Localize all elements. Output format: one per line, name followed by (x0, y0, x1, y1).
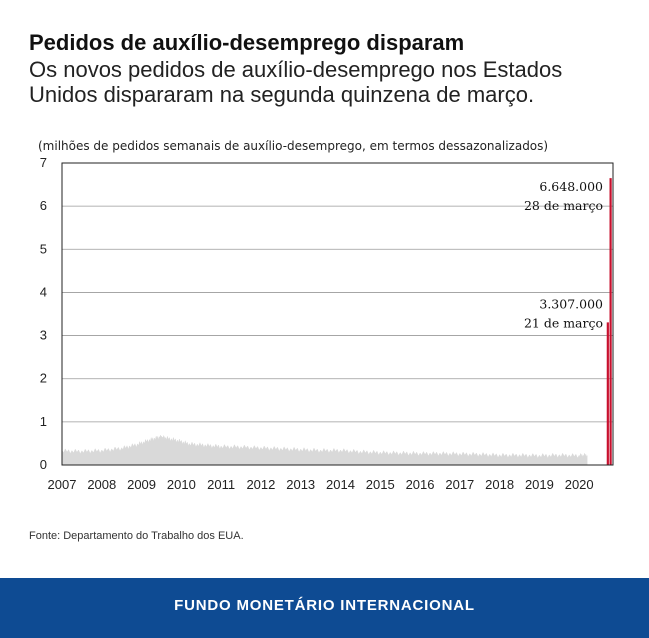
chart-subtitle: Os novos pedidos de auxílio-desemprego n… (29, 57, 563, 107)
claims-area (61, 435, 588, 466)
x-tick-label: 2016 (406, 477, 435, 492)
x-tick-label: 2015 (366, 477, 395, 492)
x-tick-label: 2013 (286, 477, 315, 492)
y-tick-label: 0 (40, 457, 47, 472)
y-tick-label: 2 (40, 371, 47, 386)
x-tick-label: 2018 (485, 477, 514, 492)
x-tick-label: 2011 (207, 477, 235, 492)
x-tick-label: 2010 (167, 477, 196, 492)
x-tick-label: 2014 (326, 477, 355, 492)
plot-frame (61, 162, 614, 466)
x-tick-label: 2008 (87, 477, 116, 492)
y-tick-label: 5 (40, 241, 47, 256)
x-tick-label: 2009 (127, 477, 156, 492)
x-tick-label: 2017 (445, 477, 474, 492)
x-tick-label: 2020 (565, 477, 594, 492)
y-tick-label: 1 (40, 414, 47, 429)
chart-title: Pedidos de auxílio-desemprego disparam (29, 30, 465, 55)
y-tick-label: 7 (40, 155, 47, 170)
footer-label: FUNDO MONETÁRIO INTERNACIONAL (174, 597, 475, 614)
y-axis-label: (milhões de pedidos semanais de auxílio-… (38, 139, 549, 153)
annotation-date: 21 de março (524, 315, 603, 330)
annotation-value: 3.307.000 (539, 296, 603, 311)
footer-bar: FUNDO MONETÁRIO INTERNACIONAL (0, 578, 649, 638)
y-tick-label: 6 (40, 198, 47, 213)
source-note: Fonte: Departamento do Trabalho dos EUA. (29, 530, 244, 542)
claims-chart: 0 1 2 3 4 5 6 7 2007 2008 2009 2010 2011 2012 2013 2014… (40, 155, 614, 492)
x-tick-label: 2007 (48, 477, 77, 492)
annotation-date: 28 de março (524, 198, 603, 213)
annotation-value: 6.648.000 (539, 179, 603, 194)
y-tick-label: 4 (40, 284, 47, 299)
y-tick-label: 3 (40, 328, 47, 343)
x-tick-label: 2012 (246, 477, 275, 492)
x-tick-label: 2019 (525, 477, 554, 492)
